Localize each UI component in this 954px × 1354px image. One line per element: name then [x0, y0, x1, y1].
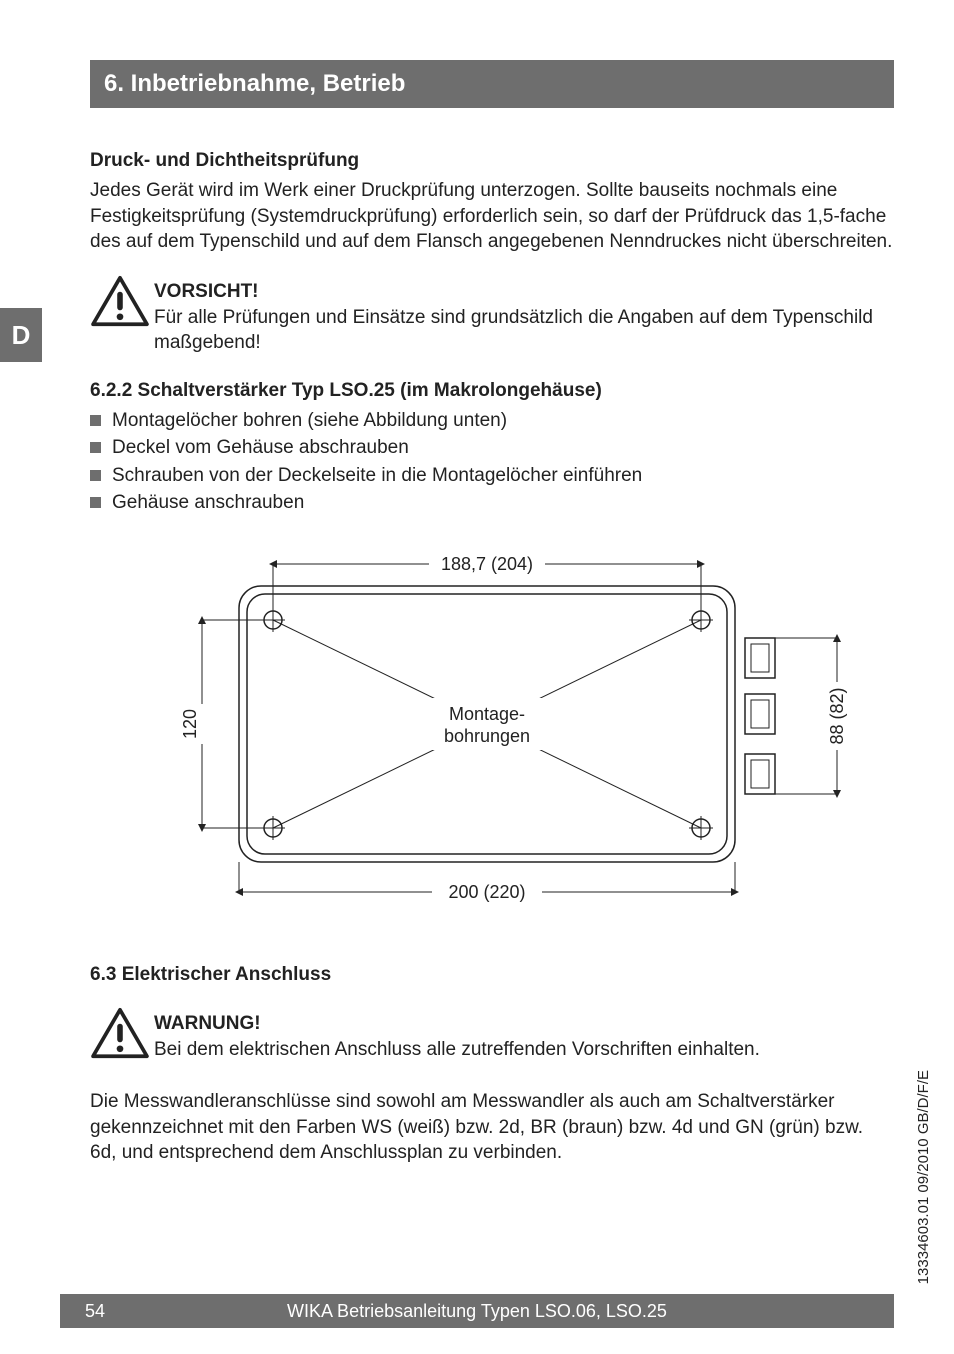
- vorsicht-block: VORSICHT! Für alle Prüfungen und Einsätz…: [90, 275, 894, 356]
- sect622-heading: 6.2.2 Schaltverstärker Typ LSO.25 (im Ma…: [90, 378, 894, 404]
- warnung-block: WARNUNG! Bei dem elektrischen Anschluss …: [90, 1007, 894, 1067]
- section-header-bar: 6. Inbetriebnahme, Betrieb: [90, 60, 894, 108]
- svg-text:bohrungen: bohrungen: [444, 726, 530, 746]
- messwandler-body: Die Messwandleranschlüsse sind sowohl am…: [90, 1089, 894, 1166]
- sect63-heading: 6.3 Elektrischer Anschluss: [90, 962, 894, 988]
- svg-text:Montage-: Montage-: [449, 704, 525, 724]
- vorsicht-head: VORSICHT!: [154, 279, 894, 305]
- svg-text:88 (82): 88 (82): [827, 688, 847, 745]
- sect622-list: Montagelöcher bohren (siehe Abbildung un…: [90, 408, 894, 517]
- language-tab-d: D: [0, 308, 42, 362]
- warning-triangle-icon: [90, 1007, 154, 1067]
- page-number: 54: [60, 1299, 130, 1323]
- warning-triangle-icon: [90, 275, 154, 335]
- warnung-body: Bei dem elektrischen Anschluss alle zutr…: [154, 1037, 894, 1063]
- svg-text:120: 120: [180, 709, 200, 739]
- svg-text:200 (220): 200 (220): [448, 882, 525, 902]
- druck-body: Jedes Gerät wird im Werk einer Druckprüf…: [90, 178, 894, 255]
- warnung-head: WARNUNG!: [154, 1011, 894, 1037]
- list-item: Montagelöcher bohren (siehe Abbildung un…: [90, 408, 894, 434]
- svg-text:188,7 (204): 188,7 (204): [441, 554, 533, 574]
- mounting-diagram-svg: Montage-bohrungen 188,7 (204) 200 (220) 120…: [97, 534, 887, 914]
- vorsicht-body: Für alle Prüfungen und Einsätze sind gru…: [154, 305, 894, 356]
- list-item: Schrauben von der Deckelseite in die Mon…: [90, 463, 894, 489]
- mounting-diagram: Montage-bohrungen 188,7 (204) 200 (220) 120…: [90, 534, 894, 922]
- list-item: Gehäuse anschrauben: [90, 490, 894, 516]
- document-number: 13334603.01 09/2010 GB/D/F/E: [914, 1070, 934, 1284]
- footer-bar: 54 WIKA Betriebsanleitung Typen LSO.06, …: [60, 1294, 894, 1328]
- druck-heading: Druck- und Dichtheitsprüfung: [90, 148, 894, 174]
- footer-text: WIKA Betriebsanleitung Typen LSO.06, LSO…: [130, 1299, 894, 1323]
- list-item: Deckel vom Gehäuse abschrauben: [90, 435, 894, 461]
